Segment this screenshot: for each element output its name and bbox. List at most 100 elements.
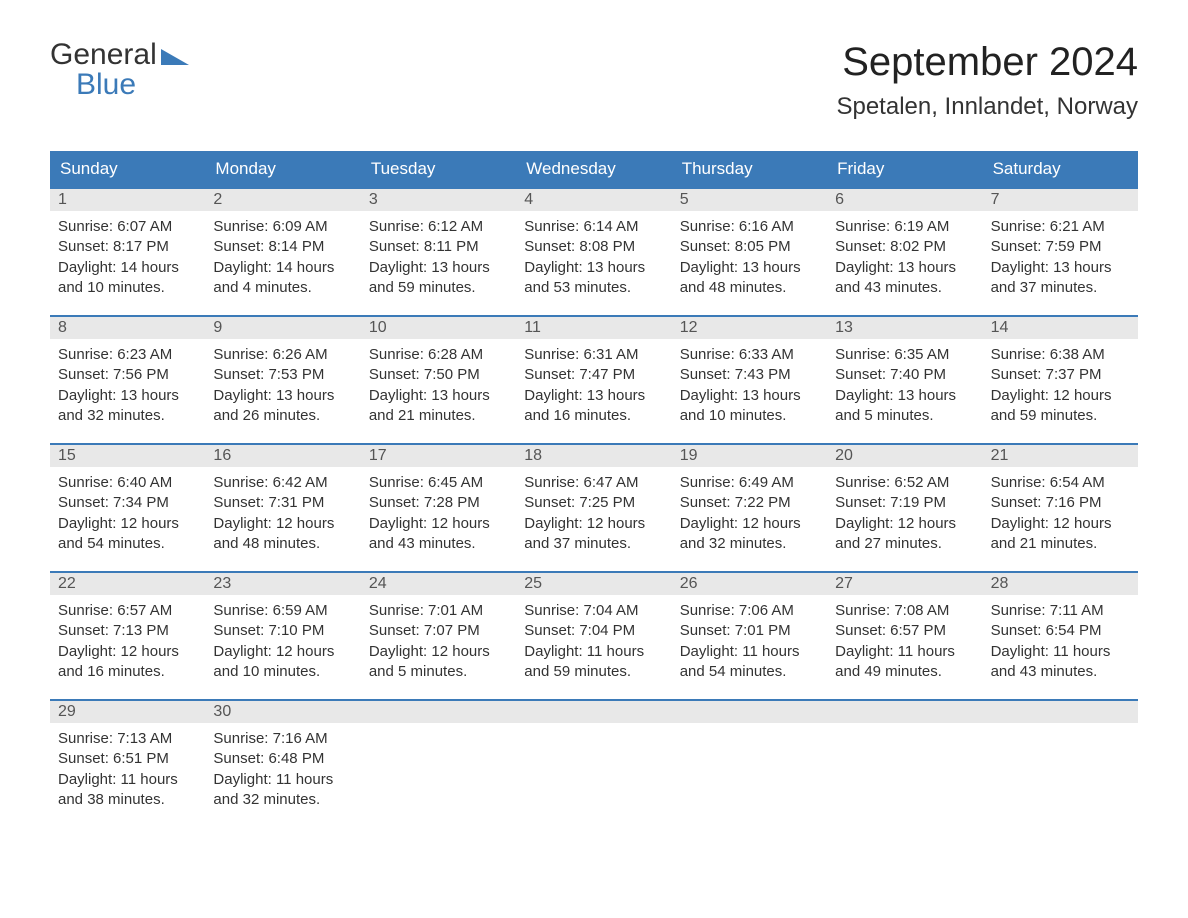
- day-content: Sunrise: 6:21 AMSunset: 7:59 PMDaylight:…: [983, 211, 1138, 312]
- daylight-text-1: Daylight: 11 hours: [524, 642, 663, 662]
- week-row: 1Sunrise: 6:07 AMSunset: 8:17 PMDaylight…: [50, 187, 1138, 315]
- sunrise-text: Sunrise: 6:40 AM: [58, 473, 197, 493]
- daylight-text-2: and 38 minutes.: [58, 790, 197, 810]
- sunrise-text: Sunrise: 6:23 AM: [58, 345, 197, 365]
- day-content: [827, 723, 982, 813]
- sunrise-text: Sunrise: 7:06 AM: [680, 601, 819, 621]
- logo-row1: General: [50, 40, 189, 70]
- sunrise-text: Sunrise: 6:59 AM: [213, 601, 352, 621]
- day-content: Sunrise: 6:54 AMSunset: 7:16 PMDaylight:…: [983, 467, 1138, 568]
- day-content: Sunrise: 6:57 AMSunset: 7:13 PMDaylight:…: [50, 595, 205, 696]
- day-number: [361, 699, 516, 723]
- daylight-text-1: Daylight: 13 hours: [369, 386, 508, 406]
- day-content: Sunrise: 6:45 AMSunset: 7:28 PMDaylight:…: [361, 467, 516, 568]
- sunrise-text: Sunrise: 6:49 AM: [680, 473, 819, 493]
- sunrise-text: Sunrise: 7:01 AM: [369, 601, 508, 621]
- sunrise-text: Sunrise: 6:28 AM: [369, 345, 508, 365]
- sunset-text: Sunset: 7:25 PM: [524, 493, 663, 513]
- daylight-text-2: and 53 minutes.: [524, 278, 663, 298]
- sunrise-text: Sunrise: 7:04 AM: [524, 601, 663, 621]
- sunset-text: Sunset: 6:48 PM: [213, 749, 352, 769]
- daylight-text-1: Daylight: 11 hours: [213, 770, 352, 790]
- daylight-text-1: Daylight: 14 hours: [58, 258, 197, 278]
- day-number: 4: [516, 187, 671, 211]
- day-content: Sunrise: 7:08 AMSunset: 6:57 PMDaylight:…: [827, 595, 982, 696]
- day-cell: 6Sunrise: 6:19 AMSunset: 8:02 PMDaylight…: [827, 187, 982, 315]
- daylight-text-2: and 54 minutes.: [58, 534, 197, 554]
- day-cell: [672, 699, 827, 827]
- weekday-wednesday: Wednesday: [516, 151, 671, 187]
- day-content: Sunrise: 6:38 AMSunset: 7:37 PMDaylight:…: [983, 339, 1138, 440]
- day-content: Sunrise: 6:31 AMSunset: 7:47 PMDaylight:…: [516, 339, 671, 440]
- day-cell: 24Sunrise: 7:01 AMSunset: 7:07 PMDayligh…: [361, 571, 516, 699]
- week-row: 22Sunrise: 6:57 AMSunset: 7:13 PMDayligh…: [50, 571, 1138, 699]
- daylight-text-2: and 21 minutes.: [369, 406, 508, 426]
- day-number: 28: [983, 571, 1138, 595]
- day-number: 12: [672, 315, 827, 339]
- sunset-text: Sunset: 7:10 PM: [213, 621, 352, 641]
- daylight-text-2: and 4 minutes.: [213, 278, 352, 298]
- day-cell: 12Sunrise: 6:33 AMSunset: 7:43 PMDayligh…: [672, 315, 827, 443]
- sunrise-text: Sunrise: 6:31 AM: [524, 345, 663, 365]
- day-number: 23: [205, 571, 360, 595]
- daylight-text-2: and 48 minutes.: [213, 534, 352, 554]
- sunset-text: Sunset: 7:04 PM: [524, 621, 663, 641]
- day-content: Sunrise: 6:42 AMSunset: 7:31 PMDaylight:…: [205, 467, 360, 568]
- weekday-monday: Monday: [205, 151, 360, 187]
- day-cell: 3Sunrise: 6:12 AMSunset: 8:11 PMDaylight…: [361, 187, 516, 315]
- daylight-text-2: and 32 minutes.: [58, 406, 197, 426]
- logo-text-general: General: [50, 40, 157, 70]
- daylight-text-2: and 43 minutes.: [991, 662, 1130, 682]
- day-content: Sunrise: 7:16 AMSunset: 6:48 PMDaylight:…: [205, 723, 360, 824]
- day-content: Sunrise: 6:19 AMSunset: 8:02 PMDaylight:…: [827, 211, 982, 312]
- sunrise-text: Sunrise: 6:45 AM: [369, 473, 508, 493]
- day-cell: 25 Sunrise: 7:04 AMSunset: 7:04 PMDayligh…: [516, 571, 671, 699]
- sunrise-text: Sunrise: 7:13 AM: [58, 729, 197, 749]
- day-number: 30: [205, 699, 360, 723]
- sunset-text: Sunset: 7:40 PM: [835, 365, 974, 385]
- logo: General Blue: [50, 40, 189, 100]
- day-number: 10: [361, 315, 516, 339]
- sunrise-text: Sunrise: 6:57 AM: [58, 601, 197, 621]
- day-content: Sunrise: 6:52 AMSunset: 7:19 PMDaylight:…: [827, 467, 982, 568]
- day-number: 25: [516, 571, 671, 595]
- sunset-text: Sunset: 7:34 PM: [58, 493, 197, 513]
- sunset-text: Sunset: 6:57 PM: [835, 621, 974, 641]
- day-number: 18: [516, 443, 671, 467]
- daylight-text-1: Daylight: 12 hours: [58, 642, 197, 662]
- day-content: Sunrise: 6:28 AMSunset: 7:50 PMDaylight:…: [361, 339, 516, 440]
- daylight-text-1: Daylight: 11 hours: [680, 642, 819, 662]
- day-cell: 20Sunrise: 6:52 AMSunset: 7:19 PMDayligh…: [827, 443, 982, 571]
- daylight-text-1: Daylight: 13 hours: [524, 386, 663, 406]
- sunset-text: Sunset: 7:22 PM: [680, 493, 819, 513]
- daylight-text-2: and 43 minutes.: [835, 278, 974, 298]
- day-number: 26: [672, 571, 827, 595]
- daylight-text-1: Daylight: 13 hours: [58, 386, 197, 406]
- day-content: Sunrise: 6:59 AMSunset: 7:10 PMDaylight:…: [205, 595, 360, 696]
- sunset-text: Sunset: 8:14 PM: [213, 237, 352, 257]
- day-number: [827, 699, 982, 723]
- day-cell: 13Sunrise: 6:35 AMSunset: 7:40 PMDayligh…: [827, 315, 982, 443]
- day-content: Sunrise: 7:13 AMSunset: 6:51 PMDaylight:…: [50, 723, 205, 824]
- daylight-text-1: Daylight: 12 hours: [58, 514, 197, 534]
- day-number: 22: [50, 571, 205, 595]
- day-cell: [516, 699, 671, 827]
- day-number: 9: [205, 315, 360, 339]
- sunrise-text: Sunrise: 7:11 AM: [991, 601, 1130, 621]
- day-cell: 11Sunrise: 6:31 AMSunset: 7:47 PMDayligh…: [516, 315, 671, 443]
- daylight-text-1: Daylight: 12 hours: [369, 514, 508, 534]
- day-cell: [983, 699, 1138, 827]
- day-content: Sunrise: 6:47 AMSunset: 7:25 PMDaylight:…: [516, 467, 671, 568]
- day-cell: 9Sunrise: 6:26 AMSunset: 7:53 PMDaylight…: [205, 315, 360, 443]
- day-cell: 17Sunrise: 6:45 AMSunset: 7:28 PMDayligh…: [361, 443, 516, 571]
- day-number: [672, 699, 827, 723]
- day-cell: 16Sunrise: 6:42 AMSunset: 7:31 PMDayligh…: [205, 443, 360, 571]
- daylight-text-2: and 26 minutes.: [213, 406, 352, 426]
- daylight-text-1: Daylight: 11 hours: [58, 770, 197, 790]
- daylight-text-1: Daylight: 13 hours: [835, 386, 974, 406]
- day-content: Sunrise: 7:11 AMSunset: 6:54 PMDaylight:…: [983, 595, 1138, 696]
- daylight-text-2: and 5 minutes.: [835, 406, 974, 426]
- week-row: 15Sunrise: 6:40 AMSunset: 7:34 PMDayligh…: [50, 443, 1138, 571]
- weekday-header: Sunday Monday Tuesday Wednesday Thursday…: [50, 151, 1138, 187]
- sunset-text: Sunset: 7:50 PM: [369, 365, 508, 385]
